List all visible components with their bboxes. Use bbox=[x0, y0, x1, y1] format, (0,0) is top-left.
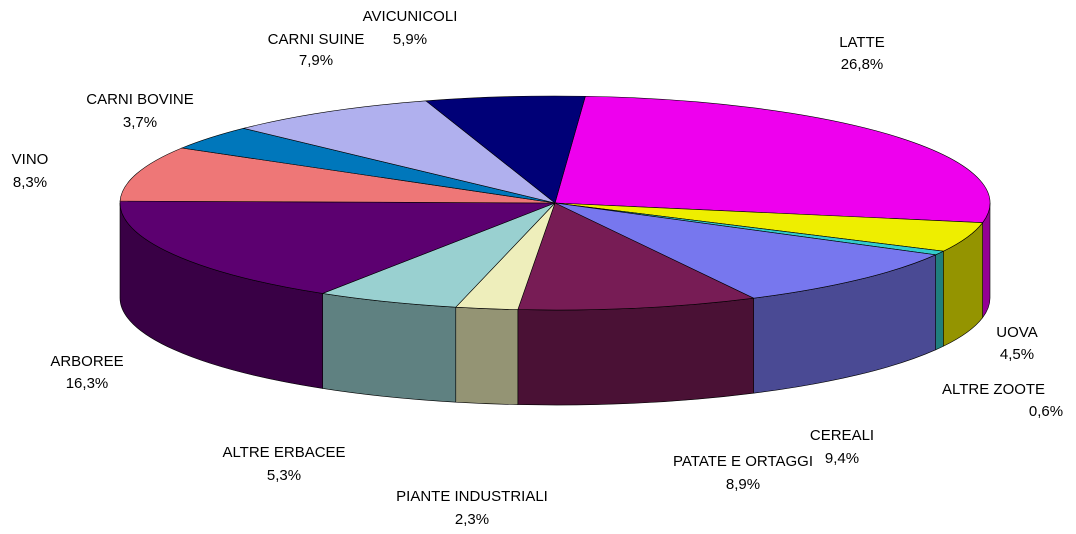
category-label: PIANTE INDUSTRIALI bbox=[396, 488, 548, 505]
slice-side bbox=[455, 306, 519, 405]
category-label: ALTRE ERBACEE bbox=[222, 444, 345, 461]
slice-label: CEREALI 9,4% bbox=[810, 427, 874, 467]
value-label: 26,8% bbox=[841, 56, 884, 73]
slice bbox=[425, 95, 586, 204]
value-label: 5,9% bbox=[393, 31, 427, 48]
slice-label: UOVA 4,5% bbox=[996, 324, 1037, 363]
category-label: LATTE bbox=[839, 34, 885, 51]
slice-label: AVICUNICOLI 5,9% bbox=[363, 8, 458, 48]
slice-side bbox=[935, 250, 944, 351]
value-label: 8,9% bbox=[726, 476, 760, 493]
value-label: 7,9% bbox=[299, 52, 333, 69]
value-label: 5,3% bbox=[267, 467, 301, 484]
value-label: 9,4% bbox=[825, 450, 859, 467]
value-label: 2,3% bbox=[455, 511, 489, 528]
category-label: UOVA bbox=[996, 324, 1037, 341]
slice bbox=[554, 95, 991, 223]
slice bbox=[517, 202, 755, 311]
slice-side bbox=[322, 293, 457, 403]
slice-label: LATTE 26,8% bbox=[839, 34, 885, 73]
slice bbox=[243, 100, 556, 204]
category-label: CARNI SUINE bbox=[268, 31, 365, 48]
category-label: ARBOREE bbox=[50, 353, 123, 370]
slice-label: ARBOREE 16,3% bbox=[50, 353, 123, 392]
value-label: 3,7% bbox=[123, 114, 157, 131]
slice-label: PATATE E ORTAGGI 8,9% bbox=[673, 453, 813, 493]
slice bbox=[321, 202, 556, 308]
category-label: PATATE E ORTAGGI bbox=[673, 453, 813, 470]
category-label: VINO bbox=[12, 151, 49, 168]
slice-label: VINO 8,3% bbox=[12, 151, 49, 191]
category-label: CARNI BOVINE bbox=[86, 91, 194, 108]
slice-label: ALTRE ZOOTE 0,6% bbox=[942, 381, 1063, 420]
slice bbox=[119, 200, 556, 294]
value-label: 16,3% bbox=[66, 375, 109, 392]
value-label: 4,5% bbox=[1000, 346, 1034, 363]
category-label: ALTRE ZOOTE bbox=[942, 381, 1045, 398]
slice-label: CARNI BOVINE 3,7% bbox=[86, 91, 194, 131]
category-label: CEREALI bbox=[810, 427, 874, 444]
slice-side bbox=[517, 297, 754, 406]
value-label: 8,3% bbox=[13, 174, 47, 191]
slice bbox=[554, 202, 937, 299]
value-label: 0,6% bbox=[1029, 403, 1063, 420]
slice-label: PIANTE INDUSTRIALI 2,3% bbox=[396, 488, 548, 528]
slice bbox=[119, 147, 556, 204]
slice-label: ALTRE ERBACEE 5,3% bbox=[222, 444, 345, 484]
category-label: AVICUNICOLI bbox=[363, 8, 458, 25]
slice-label: CARNI SUINE 7,9% bbox=[268, 31, 365, 69]
